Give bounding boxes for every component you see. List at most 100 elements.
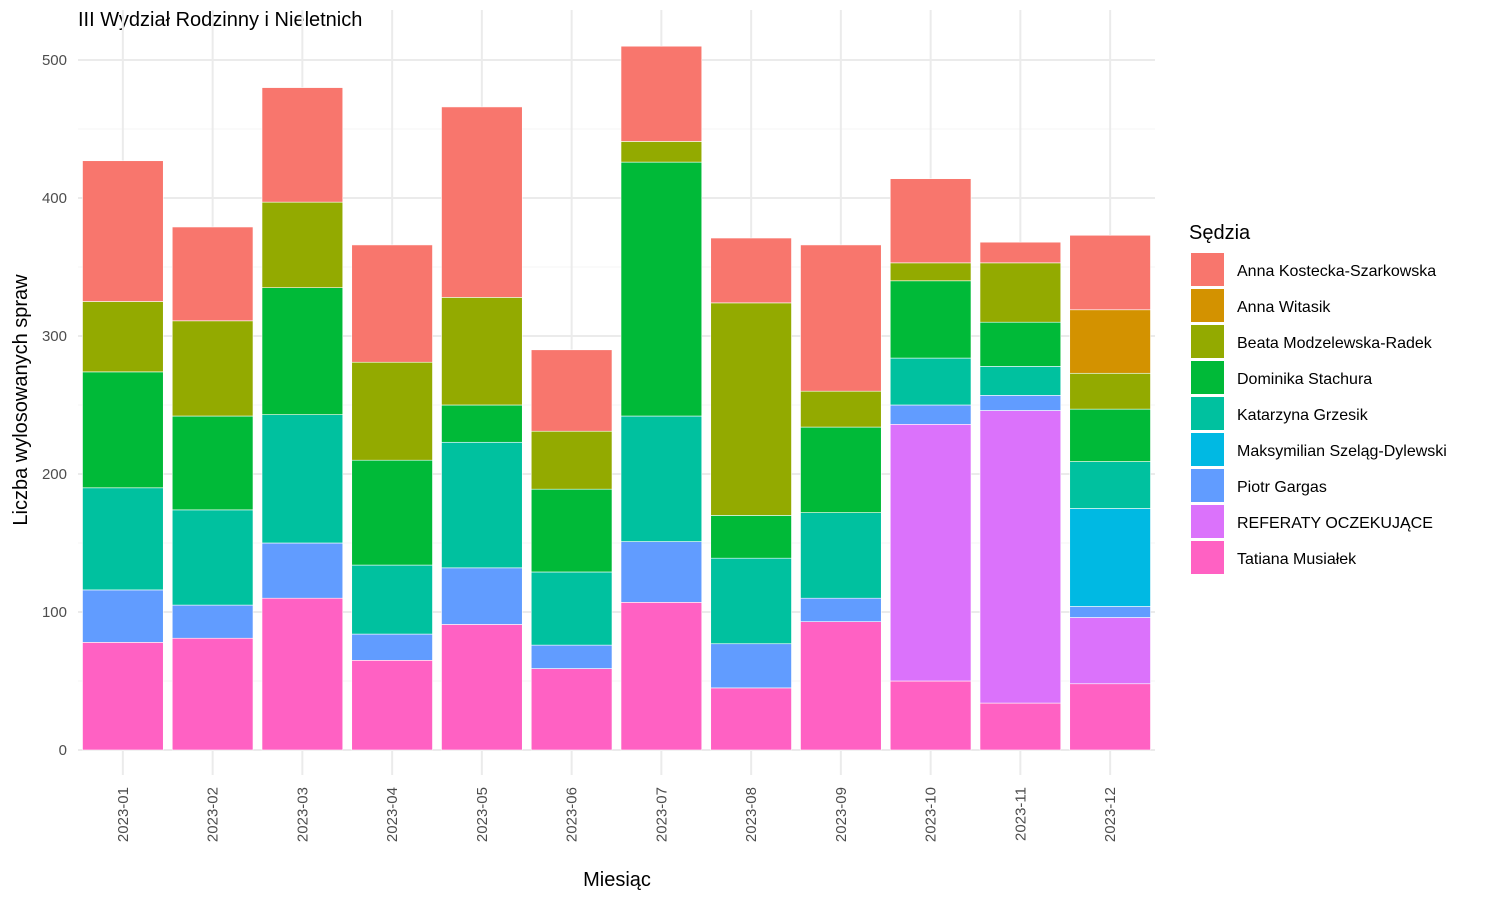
- bar-segment: Anna Kostecka-Szarkowska 2023-05: 138: [441, 106, 523, 298]
- legend-swatch: [1191, 289, 1224, 322]
- y-tick-label: 0: [59, 742, 67, 759]
- x-tick-label: 2023-10: [923, 787, 940, 842]
- bar-segment: Anna Kostecka-Szarkowska 2023-01: 102: [82, 160, 164, 302]
- y-tick-label: 100: [42, 604, 67, 621]
- bar-segment: Katarzyna Grzesik 2023-12: 34: [1069, 461, 1151, 509]
- bar-segment: Piotr Gargas 2023-01: 38: [82, 589, 164, 643]
- x-tick-label: 2023-05: [474, 787, 491, 842]
- bar-segment: Beata Modzelewska-Radek 2023-11: 43: [979, 262, 1062, 323]
- bar-segment: Piotr Gargas 2023-02: 24: [171, 604, 254, 639]
- bar-segment: Dominika Stachura 2023-11: 32: [979, 321, 1062, 367]
- x-tick-label: 2023-07: [653, 787, 670, 842]
- legend-swatch: [1191, 433, 1224, 466]
- bar-segment: Tatiana Musiałek 2023-09: 93: [800, 621, 882, 751]
- bar-segment: Katarzyna Grzesik 2023-11: 21: [979, 366, 1062, 396]
- bar-segment: Tatiana Musiałek 2023-03: 110: [261, 597, 344, 751]
- bar-segment: Anna Kostecka-Szarkowska 2023-07: 69: [620, 45, 703, 142]
- bar-segment: Beata Modzelewska-Radek 2023-05: 78: [441, 297, 523, 406]
- legend-label: Tatiana Musiałek: [1237, 551, 1357, 568]
- legend-swatch: [1191, 253, 1224, 286]
- bar-segment: Dominika Stachura 2023-07: 184: [620, 161, 703, 417]
- x-tick-label: 2023-11: [1012, 787, 1029, 841]
- bar-segment: Piotr Gargas 2023-06: 17: [530, 644, 613, 669]
- bar-segment: Katarzyna Grzesik 2023-04: 50: [351, 564, 433, 635]
- x-axis-title: Miesiąc: [583, 869, 651, 891]
- bar-segment: Piotr Gargas 2023-12: 8: [1069, 606, 1151, 618]
- bar-segment: Dominika Stachura 2023-10: 56: [889, 280, 972, 359]
- chart-title: III Wydział Rodzinny i Nieletnich: [78, 9, 362, 31]
- y-axis-title: Liczba wylosowanych spraw: [10, 274, 32, 526]
- bar-segment: Anna Kostecka-Szarkowska 2023-03: 83: [261, 87, 344, 203]
- y-tick-label: 200: [42, 466, 67, 483]
- y-tick-label: 300: [42, 328, 67, 345]
- bar-segment: Piotr Gargas 2023-08: 32: [710, 643, 792, 689]
- legend-label: REFERATY OCZEKUJĄCE: [1237, 515, 1433, 532]
- bar-segment: Tatiana Musiałek 2023-07: 107: [620, 602, 703, 751]
- bar-segment: Katarzyna Grzesik 2023-05: 91: [441, 441, 523, 569]
- bar-segment: Anna Kostecka-Szarkowska 2023-02: 68: [171, 226, 254, 322]
- bar-segment: Maksymilian Szeląg-Dylewski 2023-12: 71: [1069, 508, 1151, 607]
- x-tick-label: 2023-04: [384, 787, 401, 842]
- bar-segment: Tatiana Musiałek 2023-11: 34: [979, 702, 1062, 751]
- bar-segment: Anna Kostecka-Szarkowska 2023-10: 61: [889, 178, 972, 264]
- bar-segment: Tatiana Musiałek 2023-02: 81: [171, 637, 254, 751]
- bar-segment: Anna Witasik 2023-12: 46: [1069, 309, 1151, 374]
- y-tick-label: 500: [42, 52, 67, 69]
- bar-segment: Tatiana Musiałek 2023-04: 65: [351, 659, 433, 751]
- bar-segment: Piotr Gargas 2023-03: 40: [261, 542, 344, 599]
- bar-segment: Beata Modzelewska-Radek 2023-04: 71: [351, 361, 433, 461]
- bar-segment: Piotr Gargas 2023-10: 14: [889, 404, 972, 425]
- legend-label: Maksymilian Szeląg-Dylewski: [1237, 443, 1447, 460]
- bar-segment: Katarzyna Grzesik 2023-06: 53: [530, 571, 613, 646]
- y-tick-label: 400: [42, 190, 67, 207]
- y-axis-ticks: 0 100 200 300 400 500: [42, 52, 67, 759]
- legend-label: Anna Witasik: [1237, 299, 1331, 316]
- bar-segment: Katarzyna Grzesik 2023-09: 62: [800, 512, 882, 599]
- bar-segment: Anna Kostecka-Szarkowska 2023-09: 106: [800, 244, 882, 392]
- legend-swatch: [1191, 397, 1224, 430]
- bar-segment: Katarzyna Grzesik 2023-08: 62: [710, 557, 792, 645]
- x-tick-label: 2023-02: [205, 787, 222, 842]
- x-axis-ticks: 2023-01 2023-02 2023-03 2023-04 2023-05 2023-…: [115, 787, 1119, 842]
- bar-segment: Beata Modzelewska-Radek 2023-08: 154: [710, 302, 792, 516]
- bar-segment: Tatiana Musiałek 2023-05: 91: [441, 624, 523, 751]
- bar-segment: Dominika Stachura 2023-04: 76: [351, 459, 433, 566]
- bar-segment: Dominika Stachura 2023-01: 84: [82, 371, 164, 489]
- legend-title: Sędzia: [1189, 222, 1251, 244]
- bar-segment: Beata Modzelewska-Radek 2023-07: 15: [620, 141, 703, 163]
- bar-segment: Dominika Stachura 2023-02: 68: [171, 415, 254, 511]
- bar-segment: Tatiana Musiałek 2023-08: 45: [710, 687, 792, 751]
- bar-segment: Piotr Gargas 2023-04: 19: [351, 633, 433, 661]
- legend-label: Dominika Stachura: [1237, 371, 1372, 388]
- bar-segment: Anna Kostecka-Szarkowska 2023-11: 15: [979, 241, 1062, 264]
- bar-segment: Tatiana Musiałek 2023-01: 78: [82, 642, 164, 751]
- legend-swatch: [1191, 469, 1224, 502]
- legend-swatch: [1191, 325, 1224, 358]
- bar-segment: Tatiana Musiałek 2023-12: 48: [1069, 683, 1151, 751]
- bar-segment: Beata Modzelewska-Radek 2023-06: 42: [530, 430, 613, 490]
- bar-segment: Beata Modzelewska-Radek 2023-09: 26: [800, 390, 882, 428]
- bar-segment: Dominika Stachura 2023-03: 92: [261, 287, 344, 415]
- bar-segment: Beata Modzelewska-Radek 2023-02: 69: [171, 320, 254, 417]
- x-tick-label: 2023-06: [564, 787, 581, 842]
- bar-segment: Katarzyna Grzesik 2023-07: 91: [620, 415, 703, 542]
- bar-segment: Katarzyna Grzesik 2023-02: 69: [171, 509, 254, 606]
- bar-segment: Piotr Gargas 2023-05: 41: [441, 567, 523, 625]
- bar-segment: Anna Kostecka-Szarkowska 2023-12: 54: [1069, 234, 1151, 311]
- legend-swatch: [1191, 541, 1224, 574]
- bar-segment: Katarzyna Grzesik 2023-10: 34: [889, 357, 972, 406]
- legend-label: Anna Kostecka-Szarkowska: [1237, 263, 1436, 280]
- legend: Sędzia Anna Kostecka-Szarkowska Anna Wita…: [1189, 222, 1447, 574]
- bar-segment: Beata Modzelewska-Radek 2023-03: 62: [261, 201, 344, 288]
- bar-segment: Beata Modzelewska-Radek 2023-10: 13: [889, 262, 972, 282]
- bar-segment: REFERATY OCZEKUJĄCE 2023-10: 186: [889, 424, 972, 682]
- bar-segment: Dominika Stachura 2023-09: 62: [800, 426, 882, 513]
- bar-segment: Anna Kostecka-Szarkowska 2023-04: 85: [351, 244, 433, 363]
- x-tick-label: 2023-08: [743, 787, 760, 842]
- bar-segment: Dominika Stachura 2023-12: 38: [1069, 408, 1151, 462]
- legend-label: Katarzyna Grzesik: [1237, 407, 1369, 424]
- legend-label: Beata Modzelewska-Radek: [1237, 335, 1433, 352]
- bar-segment: Anna Kostecka-Szarkowska 2023-08: 47: [710, 237, 792, 304]
- bar-segment: REFERATY OCZEKUJĄCE 2023-12: 48: [1069, 617, 1151, 685]
